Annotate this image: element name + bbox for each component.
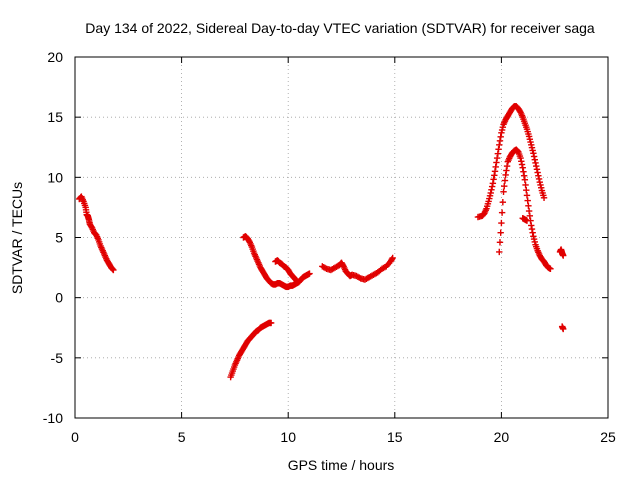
data-point (501, 183, 507, 189)
x-tick-labels: 0 5 10 15 20 25 (71, 429, 616, 445)
y-tick-label: 10 (47, 169, 63, 185)
x-axis-label: GPS time / hours (288, 457, 395, 473)
data-point (495, 150, 501, 156)
data-point (528, 222, 534, 228)
series-arc-7 (496, 146, 554, 272)
data-point (536, 176, 542, 182)
data-point (523, 187, 529, 193)
y-tick-label: 20 (47, 49, 63, 65)
data-point (529, 226, 535, 232)
series-arc-1 (76, 193, 117, 273)
series-arc-4 (227, 320, 274, 381)
data-point (500, 199, 506, 205)
series-arc-5 (319, 255, 396, 283)
data-points (76, 103, 566, 380)
data-point (524, 192, 530, 198)
data-point (503, 167, 509, 173)
x-tick-label: 5 (178, 429, 186, 445)
data-point (497, 239, 503, 245)
series-arc-3 (272, 257, 300, 284)
data-point (525, 203, 531, 209)
data-point (532, 156, 538, 162)
series-arc-10 (559, 323, 566, 332)
data-point (534, 169, 540, 175)
x-tick-label: 20 (494, 429, 510, 445)
data-point (522, 182, 528, 188)
data-point (493, 159, 499, 165)
data-point (492, 168, 498, 174)
data-point (526, 208, 532, 214)
plot-frame (75, 57, 608, 418)
x-tick-label: 0 (71, 429, 79, 445)
y-tick-labels: -10 -5 0 5 10 15 20 (43, 49, 63, 426)
y-axis-label: SDTVAR / TECUs (9, 182, 25, 294)
data-point (529, 229, 535, 235)
data-point (519, 161, 525, 167)
data-point (531, 153, 537, 159)
data-point (490, 180, 496, 186)
y-tick-label: -5 (51, 350, 64, 366)
data-point (518, 158, 524, 164)
y-tick-label: 15 (47, 109, 63, 125)
data-point (521, 173, 527, 179)
data-point (493, 164, 499, 170)
data-point (498, 220, 504, 226)
x-tick-label: 15 (387, 429, 403, 445)
data-point (524, 197, 530, 203)
x-tick-label: 25 (600, 429, 616, 445)
data-point (532, 160, 538, 166)
chart-title: Day 134 of 2022, Sidereal Day-to-day VTE… (85, 20, 595, 36)
y-tick-label: 5 (55, 230, 63, 246)
data-point (504, 163, 510, 169)
grid (75, 57, 608, 418)
data-point (535, 173, 541, 179)
data-point (494, 155, 500, 161)
data-point (496, 142, 502, 148)
data-point (497, 229, 503, 235)
series-arc-9 (557, 246, 567, 258)
chart: Day 134 of 2022, Sidereal Day-to-day VTE… (0, 0, 640, 480)
ticks (75, 57, 608, 418)
data-point (489, 183, 495, 189)
data-point (533, 163, 539, 169)
data-point (520, 165, 526, 171)
data-point (520, 169, 526, 175)
x-tick-label: 10 (280, 429, 296, 445)
y-tick-label: 0 (55, 290, 63, 306)
data-point (497, 138, 503, 144)
data-point (488, 187, 494, 193)
data-point (502, 177, 508, 183)
data-point (499, 209, 505, 215)
data-point (534, 166, 540, 172)
data-point (497, 134, 503, 140)
data-point (495, 146, 501, 152)
data-point (491, 172, 497, 178)
y-tick-label: -10 (43, 410, 63, 426)
